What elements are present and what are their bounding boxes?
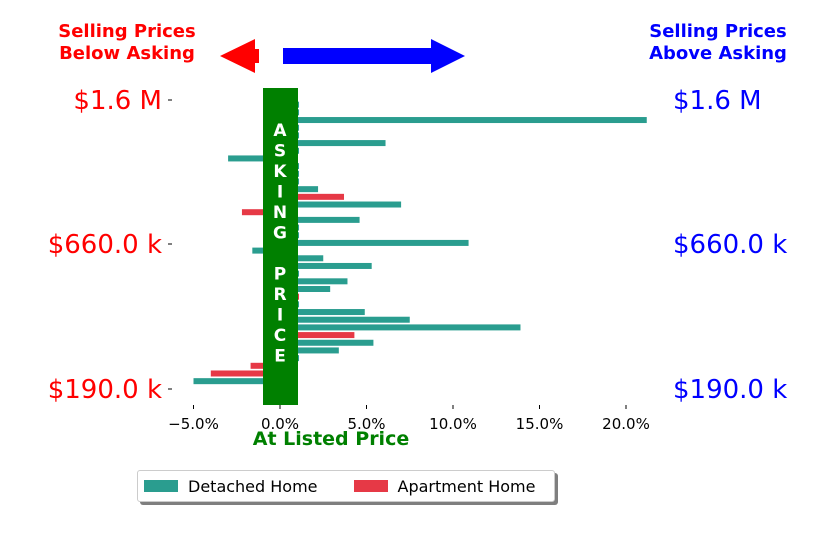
detached-bar-12 <box>280 201 402 208</box>
band-letter-10: C <box>274 326 286 346</box>
right-tick-label-2: $190.0 k <box>673 375 787 405</box>
apartment-bar-0 <box>280 193 345 200</box>
legend-item-apartment: Apartment Home <box>348 476 536 496</box>
left-tick-label-0: $1.6 M <box>73 86 162 116</box>
legend: Detached Home Apartment Home <box>137 470 555 502</box>
legend-item-detached: Detached Home <box>138 477 318 496</box>
detached-bar-26 <box>280 324 521 331</box>
band-letter-4: N <box>273 203 287 223</box>
left-tick-label-1: $660.0 k <box>48 230 162 260</box>
above-asking-heading: Selling Prices Above Asking <box>628 21 808 65</box>
below-asking-line1: Selling Prices <box>58 21 196 42</box>
detached-bar-28 <box>280 347 339 354</box>
detached-bar-24 <box>280 309 365 316</box>
x-tick-label-5: 20.0% <box>602 415 650 433</box>
below-asking-line2: Below Asking <box>59 43 195 64</box>
detached-bar-30 <box>193 378 280 385</box>
x-tick-label-3: 10.0% <box>429 415 477 433</box>
above-asking-line2: Above Asking <box>649 43 787 64</box>
bars-group <box>193 101 647 385</box>
legend-swatch-detached <box>144 480 178 492</box>
band-letter-7: P <box>274 265 286 285</box>
detached-bar-19 <box>280 262 372 269</box>
asking-price-band <box>263 88 298 405</box>
band-letter-2: K <box>273 162 287 182</box>
right-arrow-icon <box>283 39 465 73</box>
band-letter-1: S <box>274 142 286 162</box>
x-tick-label-1: 0.0% <box>261 415 299 433</box>
detached-bar-25 <box>280 316 410 323</box>
legend-swatch-apartment <box>353 480 388 492</box>
legend-label-apartment: Apartment Home <box>397 476 536 496</box>
detached-bar-11 <box>280 186 319 193</box>
band-letter-9: I <box>277 306 283 326</box>
x-axis: −5.0% 0.0% 5.0% 10.0% 15.0% 20.0% <box>168 405 650 433</box>
below-asking-heading: Selling Prices Below Asking <box>40 21 214 65</box>
apartment-bar-5 <box>210 370 280 377</box>
band-letter-3: I <box>277 183 283 203</box>
detached-bar-21 <box>280 278 348 285</box>
detached-bar-16 <box>280 239 469 246</box>
detached-bar-7 <box>228 155 280 162</box>
band-letter-8: R <box>273 285 286 305</box>
apartment-bar-1 <box>241 209 280 216</box>
x-tick-label-0: −5.0% <box>168 415 219 433</box>
x-tick-label-4: 15.0% <box>516 415 564 433</box>
detached-bar-27 <box>280 339 374 346</box>
apartment-bar-3 <box>280 332 355 339</box>
right-price-axis: $1.6 M $660.0 k $190.0 k <box>673 86 787 405</box>
left-price-axis: $1.6 M $660.0 k $190.0 k <box>48 86 172 405</box>
detached-bar-18 <box>280 255 324 262</box>
left-arrow-icon <box>220 39 259 73</box>
right-tick-label-0: $1.6 M <box>673 86 762 116</box>
above-asking-line1: Selling Prices <box>649 21 787 42</box>
x-tick-label-2: 5.0% <box>347 415 385 433</box>
band-letter-11: E <box>274 347 286 367</box>
detached-bar-2 <box>280 117 647 124</box>
band-letter-0: A <box>273 121 287 141</box>
right-tick-label-1: $660.0 k <box>673 230 787 260</box>
detached-bar-22 <box>280 286 331 292</box>
detached-bar-13 <box>280 216 360 223</box>
detached-bar-5 <box>280 140 386 147</box>
legend-label-detached: Detached Home <box>188 476 318 496</box>
x-axis-label: At Listed Price <box>253 428 409 450</box>
left-tick-label-2: $190.0 k <box>48 375 162 405</box>
band-letter-5: G <box>273 224 287 244</box>
